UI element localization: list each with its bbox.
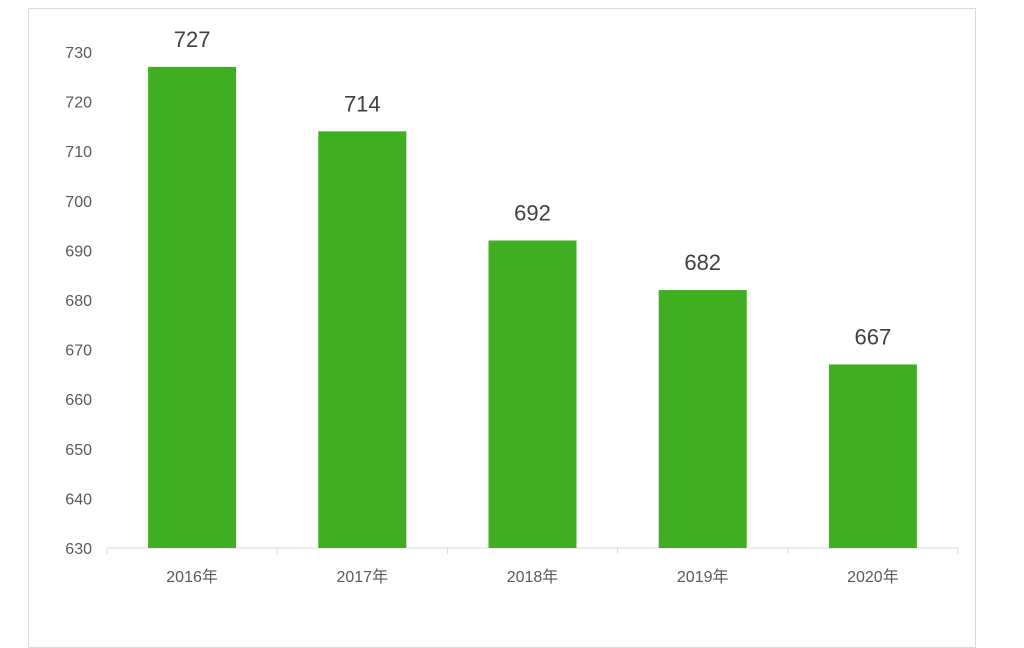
bar: [659, 290, 747, 548]
bar: [829, 364, 917, 548]
y-tick-label: 670: [65, 343, 92, 360]
category-labels: 2016年 2017年 2018年 2019年 2020年: [166, 568, 898, 586]
y-tick-label: 730: [65, 45, 92, 62]
y-tick-label: 720: [65, 95, 92, 112]
bar-value-label: 667: [855, 324, 892, 349]
y-tick-label: 690: [65, 243, 92, 260]
bar: [489, 240, 577, 548]
y-tick-label: 710: [65, 144, 92, 161]
bar-value-label: 692: [514, 200, 551, 225]
y-axis: 630 640 650 660 670 680 690 700 710 720 730: [65, 45, 92, 558]
bar: [318, 131, 406, 548]
x-category-label: 2020年: [847, 568, 899, 586]
y-tick-label: 660: [65, 392, 92, 409]
y-tick-label: 700: [65, 194, 92, 211]
y-tick-label: 640: [65, 491, 92, 508]
x-category-label: 2017年: [336, 568, 388, 586]
x-axis: [107, 548, 958, 554]
bar: [148, 67, 236, 548]
y-tick-label: 650: [65, 442, 92, 459]
x-category-label: 2019年: [677, 568, 729, 586]
y-tick-label: 680: [65, 293, 92, 310]
x-category-label: 2018年: [507, 568, 559, 586]
x-category-label: 2016年: [166, 568, 218, 586]
bar-value-label: 714: [344, 91, 381, 116]
bar-value-label: 682: [684, 250, 721, 275]
bar-value-label: 727: [174, 27, 211, 52]
y-tick-label: 630: [65, 541, 92, 558]
bars: [148, 67, 917, 548]
